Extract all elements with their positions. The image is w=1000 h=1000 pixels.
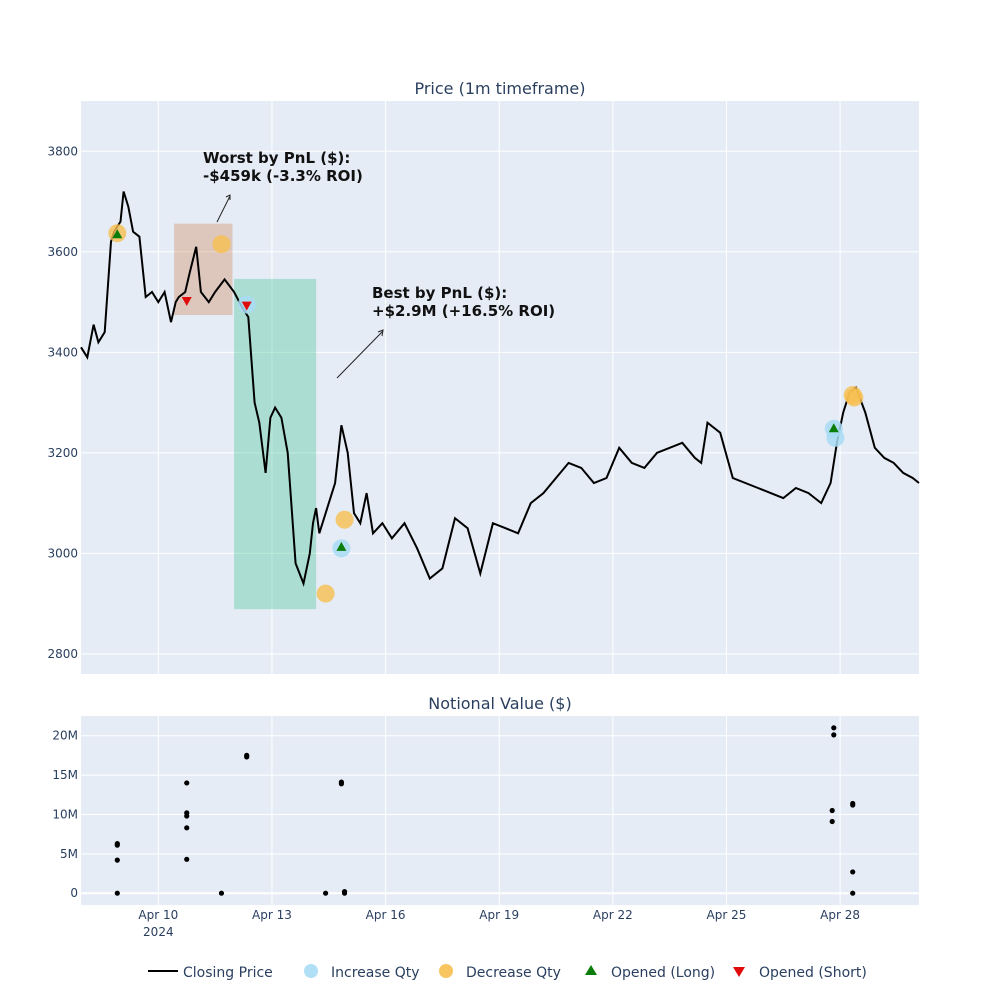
notional-y-tick-label: 20M [52, 729, 78, 743]
opened-long-marker [828, 423, 839, 433]
notional-point [850, 869, 856, 875]
notional-point [850, 890, 856, 896]
notional-point [831, 725, 837, 731]
decrease-qty-marker [316, 584, 335, 603]
price-gridlines [81, 101, 919, 674]
decrease-qty-marker [335, 510, 354, 529]
best-annotation-arrow [336, 330, 384, 379]
worst-annotation-arrow [216, 195, 231, 223]
notional-point [829, 807, 835, 814]
worst-annotation-line1: Worst by PnL ($): [203, 149, 350, 167]
price-y-tick-label: 3400 [47, 345, 78, 359]
notional-point [184, 825, 190, 831]
x-tick-label: Apr 19 [479, 908, 519, 922]
decrease-qty-marker [212, 235, 231, 254]
x-tick-label: Apr 28 [820, 908, 860, 922]
notional-point [184, 780, 190, 786]
x-tick-sublabel: 2024 [143, 925, 174, 939]
price-y-tick-label: 3600 [47, 245, 78, 259]
price-y-axis: 2800 3000 3200 3400 3600 3800 [47, 144, 78, 661]
worst-arrowhead [225, 194, 231, 200]
notional-point [244, 754, 250, 760]
legend-item-increase[interactable]: Increase Qty [304, 964, 420, 981]
legend-label: Decrease Qty [466, 965, 561, 981]
notional-point [341, 890, 348, 896]
notional-y-axis: 0 5M 10M 15M 20M [52, 729, 78, 901]
legend-swatch-triangle-up [585, 965, 597, 975]
notional-point [831, 732, 837, 738]
notional-point [338, 781, 344, 787]
opened-short-marker [241, 301, 252, 311]
legend-item-line[interactable]: Closing Price [148, 965, 273, 981]
notional-point [829, 818, 835, 825]
notional-point [184, 856, 190, 862]
trade-markers [108, 224, 864, 603]
price-y-tick-label: 3800 [47, 144, 78, 158]
notional-panel: 0 5M 10M 15M 20M Notional Value ($) [52, 694, 919, 905]
worst-trade-annotation: Worst by PnL ($): -$459k (-3.3% ROI) [203, 149, 363, 223]
legend-label: Opened (Long) [611, 965, 715, 981]
best-trade-annotation: Best by PnL ($): +$2.9M (+16.5% ROI) [336, 284, 555, 379]
notional-y-tick-label: 15M [52, 768, 78, 782]
notional-point [114, 842, 120, 848]
opened-long-marker [336, 541, 347, 551]
best-annotation-line1: Best by PnL ($): [372, 284, 507, 302]
x-tick-label: Apr 10 [138, 908, 178, 922]
notional-chart-title: Notional Value ($) [428, 694, 571, 713]
price-y-tick-label: 3200 [47, 446, 78, 460]
opened-short-marker [181, 297, 192, 307]
worst-annotation-line2: -$459k (-3.3% ROI) [203, 167, 363, 185]
notional-points [114, 725, 856, 896]
legend-label: Closing Price [183, 965, 273, 981]
best-arrowhead [377, 329, 384, 337]
legend-swatch-triangle-down [733, 967, 745, 977]
notional-point [323, 890, 329, 896]
x-tick-label: Apr 25 [707, 908, 747, 922]
opened-long-marker [112, 229, 123, 239]
legend-item-short[interactable]: Opened (Short) [733, 965, 867, 981]
legend-item-decrease[interactable]: Decrease Qty [439, 964, 561, 981]
x-tick-label: Apr 13 [252, 908, 292, 922]
price-chart-title: Price (1m timeframe) [414, 79, 585, 98]
legend-item-long[interactable]: Opened (Long) [585, 965, 715, 981]
notional-point [850, 802, 856, 808]
notional-y-tick-label: 5M [60, 847, 78, 861]
best-annotation-line2: +$2.9M (+16.5% ROI) [372, 302, 555, 320]
legend-label: Opened (Short) [759, 965, 867, 981]
price-plot-area [81, 101, 919, 674]
x-tick-label: Apr 22 [593, 908, 633, 922]
notional-y-tick-label: 10M [52, 807, 78, 821]
increase-qty-marker [826, 428, 845, 447]
notional-plot-area [81, 716, 919, 905]
legend-swatch-circle [304, 964, 318, 978]
price-y-tick-label: 2800 [47, 647, 78, 661]
legend-swatch-circle [439, 964, 453, 978]
price-y-tick-label: 3000 [47, 546, 78, 560]
notional-point [184, 813, 190, 819]
date-x-axis: Apr 10 2024 Apr 13 Apr 16 Apr 19 Apr 22 Apr 25… [138, 908, 860, 939]
price-panel: 2800 3000 3200 3400 3600 3800 Price (1m timef… [47, 79, 920, 674]
notional-point [218, 890, 225, 896]
legend[interactable]: Closing Price Increase Qty Decrease Qty Ope… [148, 964, 867, 981]
notional-point [114, 890, 120, 896]
best-trade-highlight [234, 278, 317, 610]
decrease-qty-marker [845, 388, 864, 407]
notional-point [114, 857, 120, 863]
legend-label: Increase Qty [331, 965, 420, 981]
notional-y-tick-label: 0 [70, 886, 78, 900]
closing-price-line [80, 191, 920, 587]
x-tick-label: Apr 16 [366, 908, 406, 922]
